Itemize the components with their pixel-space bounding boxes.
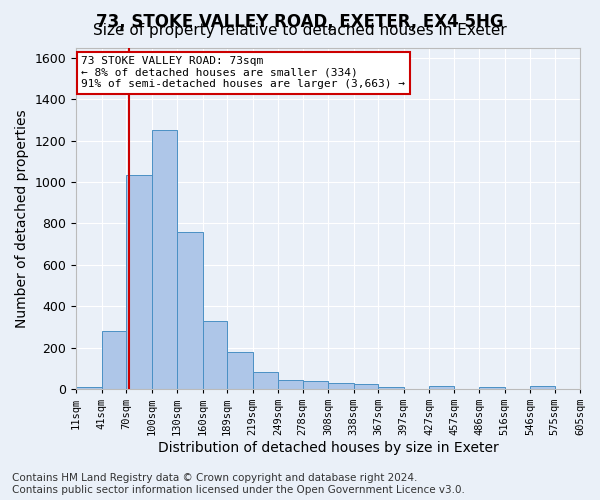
Text: 73, STOKE VALLEY ROAD, EXETER, EX4 5HG: 73, STOKE VALLEY ROAD, EXETER, EX4 5HG	[96, 12, 504, 30]
Bar	[429, 386, 454, 389]
Bar	[101, 331, 126, 389]
Bar	[76, 387, 101, 389]
Bar	[203, 320, 227, 389]
X-axis label: Distribution of detached houses by size in Exeter: Distribution of detached houses by size …	[158, 441, 499, 455]
Bar	[530, 386, 554, 389]
Text: Size of property relative to detached houses in Exeter: Size of property relative to detached ho…	[93, 24, 507, 38]
Bar	[253, 372, 278, 389]
Bar	[177, 232, 203, 389]
Bar	[152, 130, 177, 389]
Bar	[302, 380, 328, 389]
Text: 73 STOKE VALLEY ROAD: 73sqm
← 8% of detached houses are smaller (334)
91% of sem: 73 STOKE VALLEY ROAD: 73sqm ← 8% of deta…	[81, 56, 405, 89]
Bar	[479, 387, 505, 389]
Bar	[227, 352, 253, 389]
Bar	[126, 175, 152, 389]
Text: Contains HM Land Registry data © Crown copyright and database right 2024.
Contai: Contains HM Land Registry data © Crown c…	[12, 474, 465, 495]
Bar	[378, 388, 404, 389]
Bar	[278, 380, 302, 389]
Bar	[328, 382, 353, 389]
Y-axis label: Number of detached properties: Number of detached properties	[15, 109, 29, 328]
Bar	[353, 384, 378, 389]
